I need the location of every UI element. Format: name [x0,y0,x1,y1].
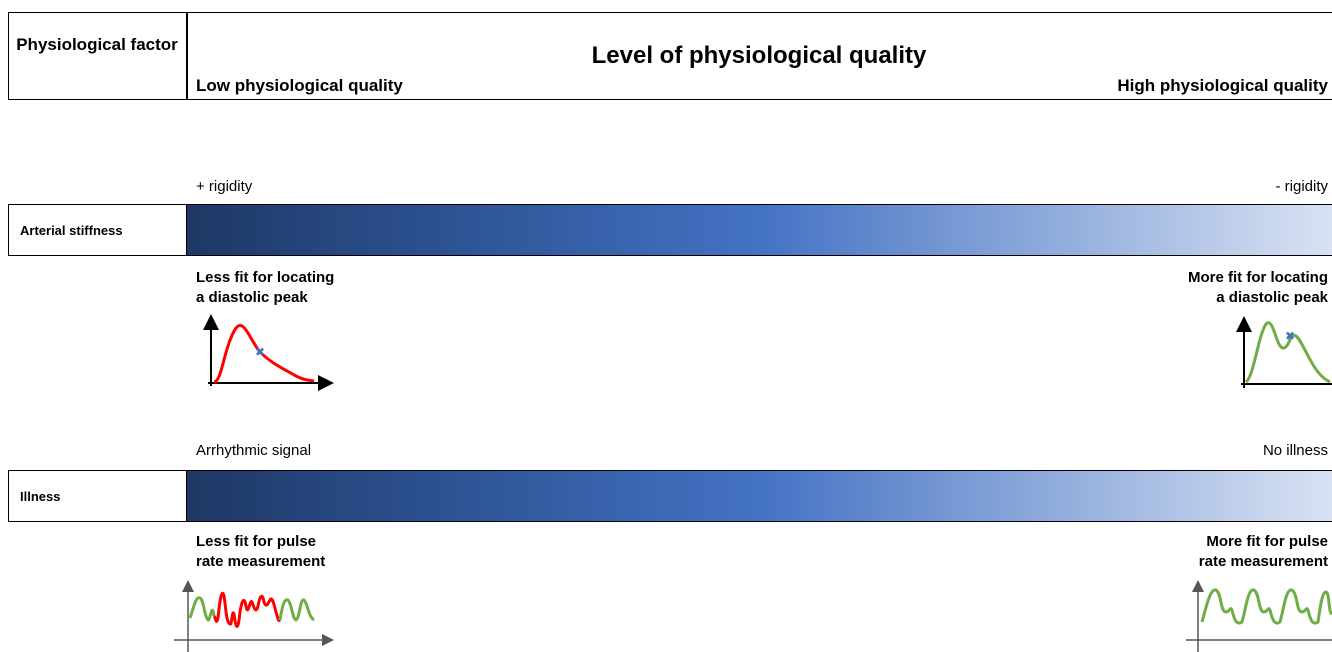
arrhythmic-segment [212,591,282,628]
regular-pulse-waveform-icon [1186,580,1332,652]
arrhythmic-pulse-waveform-icon [174,580,334,652]
factor-heading: Physiological factor [16,35,178,54]
diastolic-marker-icon: ✖ [1285,329,1295,343]
illness-right-fit-line2: rate measurement [1198,553,1328,570]
illness-right-fit: More fit for pulse rate measurement [1199,532,1328,572]
low-quality-label: Low physiological quality [196,76,403,95]
row-label-illness: Illness [8,470,186,522]
compliant-pulse-waveform-icon: ✖ [1236,316,1332,388]
compliant-pulse-curve [1244,321,1331,384]
illness-left-text: Arrhythmic signal [196,442,312,459]
diastolic-marker-icon: ✖ [255,345,265,359]
regular-pulse-curve [1200,588,1332,625]
arterial-right-fit-line1: More fit for locating [1188,269,1328,286]
arterial-left-text: + rigidity [196,178,253,195]
header-box [8,12,1332,100]
arterial-left-fit-line2: a diastolic peak [196,289,308,306]
illness-left-fit-line2: rate measurement [196,553,326,570]
illness-left-fit: Less fit for pulse rate measurement [196,532,325,572]
arterial-left-fit: Less fit for locating a diastolic peak [196,268,334,308]
header-divider [186,12,188,100]
arterial-quality-gradient-bar [186,204,1332,256]
page-title: Level of physiological quality [591,42,927,69]
normal-segment-2 [278,598,316,622]
illness-left-fit-line1: Less fit for pulse [196,533,317,550]
high-quality-label: High physiological quality [1117,76,1328,95]
row-label-arterial-stiffness: Arterial stiffness [8,204,186,256]
arterial-right-fit: More fit for locating a diastolic peak [1188,268,1328,308]
illness-right-text: No illness [1262,442,1328,459]
normal-segment-1 [188,596,216,622]
stiff-pulse-waveform-icon: ✖ [203,314,334,391]
illness-right-fit-line1: More fit for pulse [1206,533,1328,550]
illness-quality-gradient-bar [186,470,1332,522]
arterial-left-fit-line1: Less fit for locating [196,269,335,286]
arterial-right-fit-line2: a diastolic peak [1216,289,1328,306]
stiff-pulse-curve [213,324,315,384]
arterial-right-text: - rigidity [1275,178,1328,195]
